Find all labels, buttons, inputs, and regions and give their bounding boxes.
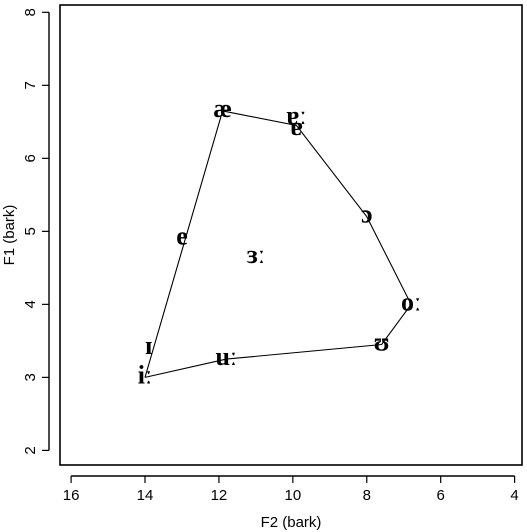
vowel-point-4: oː [401, 287, 421, 316]
vowel-point-3: ʊ [374, 327, 390, 356]
x-tick-label-4: 4 [510, 487, 518, 504]
x-axis-title: F2 (bark) [261, 514, 322, 531]
y-tick-label-4: 4 [22, 300, 39, 308]
vowel-point-10: æ [213, 94, 232, 123]
y-tick-label-7: 7 [22, 81, 39, 89]
x-tick-label-14: 14 [137, 487, 154, 504]
x-tick-label-6: 6 [437, 487, 445, 504]
y-tick-label-3: 3 [22, 373, 39, 381]
x-axis: 16 14 12 10 8 6 4 [63, 475, 519, 504]
x-tick-label-10: 10 [285, 487, 302, 504]
x-tick-label-8: 8 [363, 487, 371, 504]
vowel-polygon-line [144, 110, 412, 378]
y-tick-label-2: 2 [22, 446, 39, 454]
vowel-points: iːɪ uː ʊoː ɜː e ɔ ɐɐː æ [138, 94, 421, 389]
vowel-point-1: ɪ [145, 331, 152, 360]
y-tick-label-8: 8 [22, 8, 39, 16]
vowel-point-5: ɜː [247, 240, 265, 269]
y-axis-title: F1 (bark) [1, 205, 18, 266]
y-tick-label-6: 6 [22, 154, 39, 162]
vowel-point-6: e [176, 222, 188, 251]
x-tick-label-16: 16 [63, 487, 80, 504]
plot-frame [59, 4, 523, 466]
x-tick-label-12: 12 [211, 487, 228, 504]
vowel-point-2: uː [215, 342, 237, 371]
vowel-polygon [144, 110, 412, 378]
y-axis: 2 3 4 5 6 7 8 [22, 8, 50, 455]
vowel-point-8: ɐ [290, 112, 303, 141]
vowel-point-7: ɔ [361, 200, 373, 229]
y-tick-label-5: 5 [22, 227, 39, 235]
vowel-point-0: iː [138, 360, 152, 389]
vowel-point-9: ɐː [286, 101, 306, 130]
